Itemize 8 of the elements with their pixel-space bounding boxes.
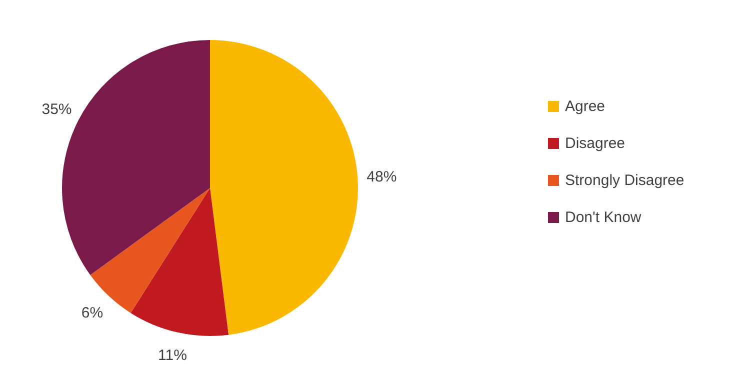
data-label: 11% <box>158 347 187 364</box>
data-label: 35% <box>42 101 72 118</box>
legend-label: Agree <box>565 98 606 115</box>
data-label: 48% <box>366 168 397 186</box>
legend-label: Don't Know <box>565 209 642 226</box>
legend-label: Disagree <box>565 135 626 152</box>
legend-label: Strongly Disagree <box>565 172 684 189</box>
data-label: 6% <box>81 304 104 322</box>
